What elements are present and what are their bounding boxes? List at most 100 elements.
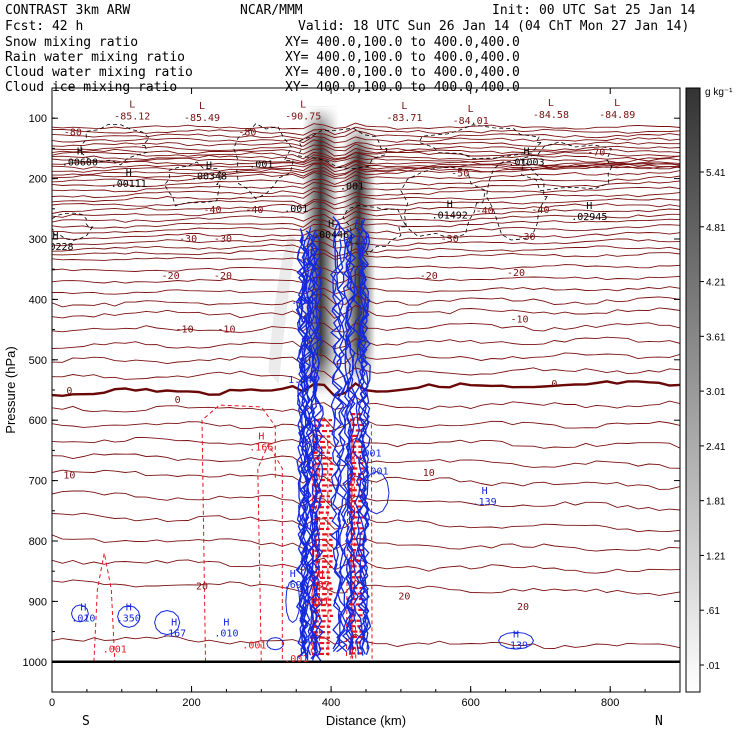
contour-value-label: .001 [305, 596, 329, 607]
temperature-contour [52, 160, 680, 170]
high-marker: H [171, 618, 177, 629]
temperature-label: -10 [510, 315, 528, 326]
high-marker: H [223, 618, 229, 629]
temperature-contour [52, 139, 680, 149]
temperature-contour [52, 143, 680, 152]
temperature-contour-zero [52, 380, 680, 398]
temperature-contour [52, 469, 680, 490]
high-value: .02945 [571, 212, 607, 223]
temperature-label: -70 [587, 147, 605, 158]
cloud-water-contour-0 [308, 245, 319, 660]
low-value: -83.71 [386, 113, 422, 124]
temperature-contour [52, 336, 680, 350]
rain-contour-2 [257, 443, 283, 662]
high-value: .00348 [191, 171, 227, 182]
temperature-label: -10 [217, 324, 235, 335]
temperature-contour [52, 633, 680, 649]
cloud-water-contour-0 [313, 232, 325, 662]
init-time: Init: 00 UTC Sat 25 Jan 14 [492, 3, 696, 18]
temperature-contour [52, 213, 680, 229]
cloud-ice-contours [52, 123, 613, 256]
temperature-label: -80 [64, 127, 82, 138]
high-value: .69 [284, 580, 302, 591]
cloud-water-cell-3 [117, 605, 141, 628]
colorbar-tick-label: .01 [706, 661, 720, 672]
y-tick-label: 400 [29, 294, 47, 306]
high-value: .167 [162, 629, 186, 640]
contour-value-label: .401 [295, 316, 319, 327]
temperature-label: -30 [517, 232, 535, 243]
temperature-contour [52, 175, 680, 193]
cloud-ice-contour-2 [233, 123, 294, 200]
high-value: .139 [473, 497, 497, 508]
x-axis: 0 200 400 600 800 [49, 88, 646, 709]
high-marker: H [126, 602, 132, 613]
cloud-water-contour-1 [356, 228, 369, 650]
cloud-water-cell-0 [363, 470, 390, 515]
low-value: -85.12 [114, 111, 150, 122]
temperature-label: -40 [531, 205, 549, 216]
rain-contour-0 [201, 404, 276, 662]
snow-plume-faint [268, 232, 297, 384]
y-tick-label: 700 [29, 476, 47, 488]
temperature-label: -40 [476, 206, 494, 217]
contour-value-label: .001 [249, 160, 273, 171]
rain-contour-1 [93, 553, 116, 662]
temperature-label: -30 [214, 234, 232, 245]
high-value: .00111 [111, 179, 147, 190]
y-tick-label: 300 [29, 234, 47, 246]
legend-snow-xy: XY= 400.0,100.0 to 400.0,400.0 [285, 35, 520, 50]
temperature-contour [52, 251, 680, 261]
low-value: -84.58 [533, 110, 569, 121]
low-marker: L [199, 101, 205, 112]
cloud-water-contour-1 [352, 219, 364, 655]
y-tick-label: 800 [29, 536, 47, 548]
temperature-label: 20 [517, 602, 529, 613]
colorbar-tick-label: 4.21 [706, 278, 726, 289]
low-marker: L [300, 99, 306, 110]
temperature-label: 10 [423, 468, 435, 479]
high-marker: H [300, 364, 306, 375]
y-tick-label: 500 [29, 355, 47, 367]
temperature-label: -40 [245, 205, 263, 216]
y-tick-label: 200 [29, 174, 47, 186]
high-value: .166 [249, 443, 273, 454]
temperature-contour [52, 208, 680, 223]
legend-rain: Rain water mixing ratio [5, 50, 185, 65]
cloud-water-cell-1 [154, 609, 181, 636]
temperature-label: -80 [238, 127, 256, 138]
cloud-water-contour-0 [307, 239, 318, 661]
forecast-hour: Fcst: 42 h [5, 19, 83, 34]
cloud-ice-contour-9 [418, 124, 543, 160]
x-tick-label: 0 [49, 697, 55, 709]
high-marker: H [126, 168, 132, 179]
temperature-contour [52, 579, 680, 596]
temperature-label: -30 [179, 234, 197, 245]
high-value: .00600 [62, 157, 98, 168]
high-value: .67 [312, 580, 330, 591]
high-value: .00228 [37, 242, 73, 253]
x-tick-label: 800 [601, 697, 619, 709]
high-value: .010 [71, 613, 95, 624]
high-value: 1.042 [288, 375, 318, 386]
colorbar-tick-label: 3.01 [706, 387, 726, 398]
high-marker: H [52, 231, 58, 242]
high-value: .01003 [508, 157, 544, 168]
colorbar-tick-label: 2.41 [706, 442, 726, 453]
temperature-contours [52, 122, 680, 649]
legend-rain-xy: XY= 400.0,100.0 to 400.0,400.0 [285, 50, 520, 65]
cloud-water-contours [52, 216, 680, 664]
colorbar-units: g kg⁻¹ [705, 87, 733, 98]
y-tick-label: 100 [29, 113, 47, 125]
cloud-water-contour-1 [344, 234, 356, 655]
temperature-contour [52, 130, 680, 140]
temperature-contour [52, 198, 680, 214]
high-marker: H [523, 146, 529, 157]
x-axis-label: Distance (km) [326, 713, 406, 728]
temperature-contour [52, 180, 680, 198]
temperature-label: -10 [176, 324, 194, 335]
high-value: .139 [504, 641, 528, 652]
legend-cloud-water-xy: XY= 400.0,100.0 to 400.0,400.0 [285, 65, 520, 80]
temperature-contour [52, 122, 680, 130]
